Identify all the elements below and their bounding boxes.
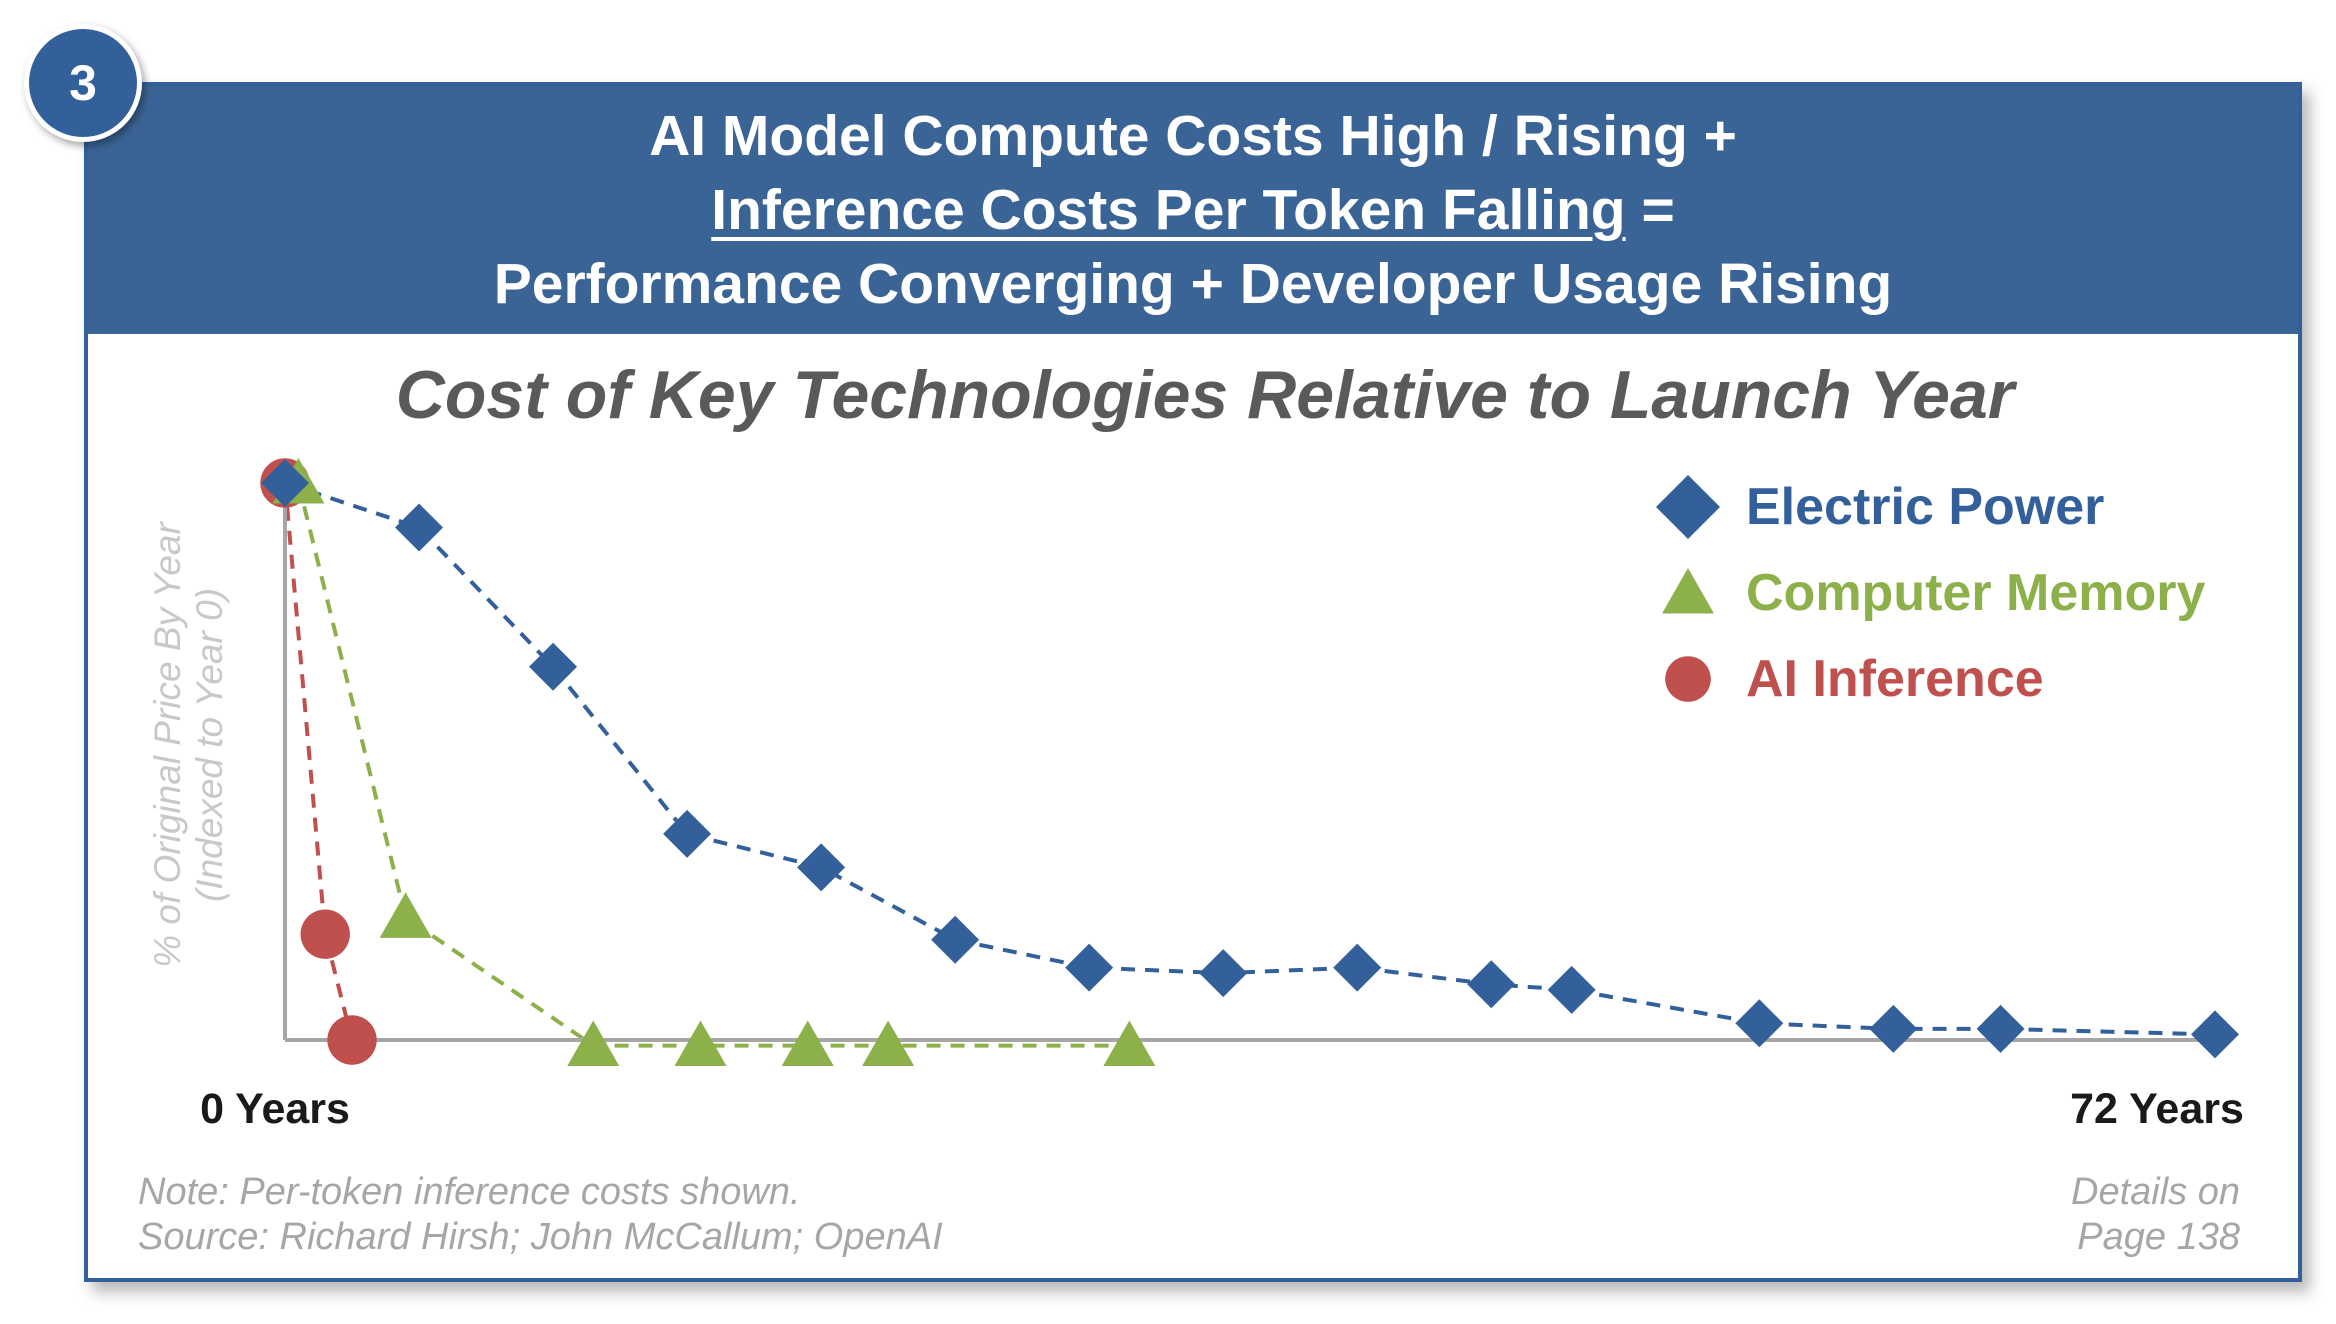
legend-marker-electric-power (1656, 475, 1720, 539)
computer-memory-point (781, 1020, 834, 1067)
y-axis-sublabel: (Indexed to Year 0) (189, 588, 230, 902)
electric-power-point (1869, 1004, 1918, 1053)
electric-power-point (2191, 1010, 2239, 1059)
slide-card: AI Model Compute Costs High / Rising + I… (84, 82, 2302, 1282)
electric-power-point (797, 843, 846, 892)
header-banner: AI Model Compute Costs High / Rising + I… (88, 86, 2298, 334)
electric-power-point (1199, 949, 1248, 998)
chart-title: Cost of Key Technologies Relative to Lau… (395, 357, 2015, 433)
ai-inference-point (300, 909, 350, 959)
ai-inference-line (283, 482, 354, 1041)
electric-power-point (931, 915, 980, 964)
computer-memory-point (567, 1020, 620, 1067)
details-line-1: Details on (2071, 1171, 2240, 1213)
legend-label-ai-inference: AI Inference (1746, 650, 2044, 708)
electric-power-point (1333, 943, 1382, 992)
footnote-note: Note: Per-token inference costs shown. (138, 1171, 801, 1213)
footnote-source: Source: Richard Hirsh; John McCallum; Op… (138, 1216, 943, 1258)
electric-power-point (261, 459, 309, 507)
details-line-2: Page 138 (2077, 1216, 2240, 1258)
chart-legend: Electric Power Computer Memory AI Inferenc… (1656, 475, 2205, 708)
electric-power-point (1467, 960, 1516, 1009)
electric-power-point (1735, 999, 1784, 1048)
header-line-3: Performance Converging + Developer Usage… (493, 252, 1893, 316)
legend-marker-ai-inference (1665, 656, 1711, 702)
chart-axes (283, 473, 2218, 1042)
header-line-2-rest: = (1625, 178, 1675, 242)
y-axis-label: % of Original Price By Year (147, 521, 188, 968)
header-line-2: Inference Costs Per Token Falling = (711, 173, 1674, 247)
computer-memory-point (862, 1020, 915, 1067)
electric-power-point (395, 503, 444, 552)
x-axis-min-label: 0 Years (200, 1085, 350, 1133)
x-axis-max-label: 72 Years (2070, 1085, 2244, 1133)
computer-memory-point (674, 1020, 727, 1067)
legend-label-computer-memory: Computer Memory (1746, 564, 2205, 622)
computer-memory-point (379, 892, 432, 938)
legend-label-electric-power: Electric Power (1746, 478, 2104, 536)
chart-labels: % of Original Price By Year (Indexed to … (147, 521, 2244, 1133)
electric-power-point (1547, 965, 1596, 1014)
computer-memory-line (296, 482, 1130, 1048)
series-markers (260, 457, 2239, 1067)
header-line-1: AI Model Compute Costs High / Rising + (649, 104, 1737, 168)
computer-memory-point (1103, 1020, 1156, 1067)
section-number-badge: 3 (24, 24, 142, 142)
ai-inference-point (327, 1015, 377, 1065)
footnote: Note: Per-token inference costs shown. S… (138, 1170, 943, 1260)
details-reference: Details on Page 138 (2000, 1170, 2240, 1260)
electric-power-point (529, 642, 578, 691)
electric-power-point (1065, 943, 1114, 992)
electric-power-point (663, 809, 712, 858)
electric-power-point (1976, 1004, 2025, 1053)
legend-marker-computer-memory (1662, 567, 1714, 614)
header-underlined-text: Inference Costs Per Token Falling (711, 178, 1626, 242)
